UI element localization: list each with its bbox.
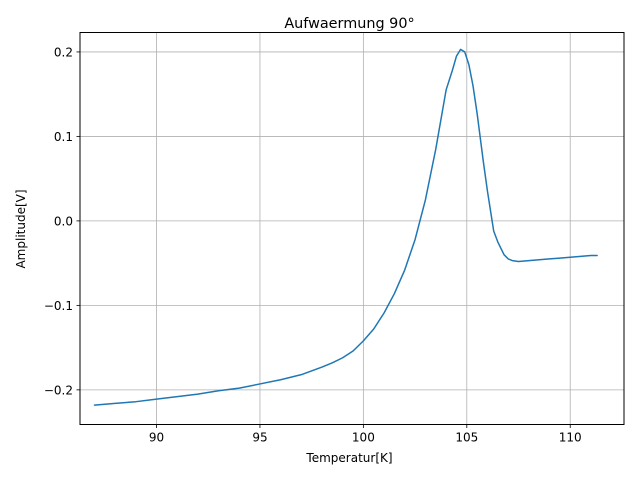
chart-title: Aufwaermung 90° xyxy=(284,16,414,32)
y-tick-label: 0.0 xyxy=(54,214,73,228)
x-tick-label: 105 xyxy=(455,431,478,445)
x-tick-label: 110 xyxy=(559,431,582,445)
x-tick-label: 90 xyxy=(149,431,164,445)
y-tick-label: 0.1 xyxy=(54,130,73,144)
x-tick-label: 100 xyxy=(352,431,375,445)
y-tick-label: −0.1 xyxy=(44,299,73,313)
axis-ticks: 90 95 100 105 110 0.2 0.1 0.0 −0.1 −0.2 xyxy=(44,45,582,444)
y-tick-label: −0.2 xyxy=(44,383,73,397)
series-line xyxy=(93,48,598,406)
y-axis-label: Amplitude[V] xyxy=(14,189,28,268)
data-series xyxy=(93,48,598,406)
plot-frame xyxy=(79,32,625,425)
y-tick-label: 0.2 xyxy=(54,45,73,59)
grid-lines xyxy=(80,32,624,425)
x-axis-label: Temperatur[K] xyxy=(305,451,392,465)
x-tick-label: 95 xyxy=(252,431,267,445)
